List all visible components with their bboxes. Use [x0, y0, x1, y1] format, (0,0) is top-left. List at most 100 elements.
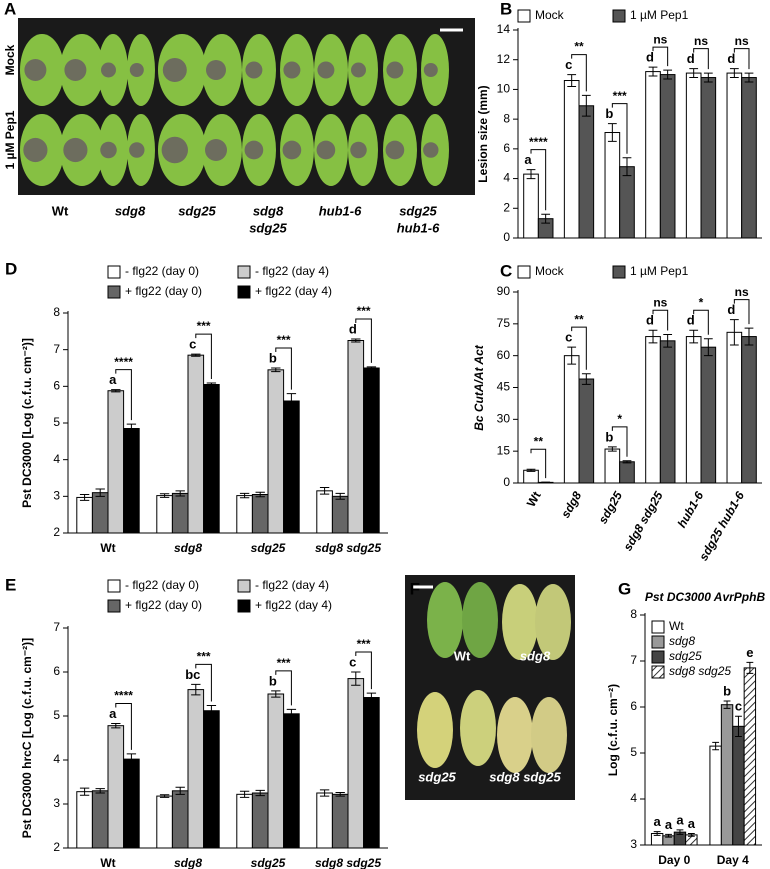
leaf: [460, 690, 496, 766]
significance-label: ***: [357, 637, 371, 651]
error-bar: [126, 753, 137, 765]
significance-label: ****: [114, 355, 133, 369]
bar: [709, 745, 722, 846]
error-bar: [255, 789, 265, 797]
error-bar: [351, 338, 361, 343]
bar: [171, 790, 189, 849]
letter-label: c: [189, 337, 196, 352]
panel-label: B: [500, 0, 512, 18]
row-label: Mock: [3, 44, 17, 75]
significance-bracket: [530, 448, 547, 479]
photo-label: sdg8: [520, 648, 551, 663]
error-bar: [729, 68, 739, 79]
bar: [685, 336, 702, 484]
error-bar: [255, 491, 265, 498]
legend-swatch: [517, 265, 531, 279]
significance-bracket: [571, 326, 587, 370]
y-tick-label: 60: [497, 348, 511, 362]
y-tick-label: 7: [53, 342, 60, 356]
y-tick-label: 7: [630, 653, 637, 667]
error-bar: [703, 338, 713, 357]
error-bar: [159, 794, 170, 798]
y-tick-label: 90: [497, 284, 511, 298]
error-bar: [744, 72, 754, 83]
y-tick-label: 10: [497, 82, 511, 96]
bar: [76, 496, 93, 534]
y-tick-label: 8: [53, 305, 60, 319]
lesion: [283, 61, 301, 79]
significance-bracket: [733, 299, 750, 325]
y-tick-label: 4: [630, 791, 637, 805]
panel-label: A: [4, 0, 16, 18]
legend-swatch: [651, 665, 665, 679]
legend-label: Mock: [535, 264, 565, 278]
significance-label: **: [534, 434, 544, 448]
letter-label: d: [646, 50, 654, 65]
significance-bracket: [115, 702, 132, 750]
error-bar: [239, 790, 250, 798]
error-bar: [653, 831, 661, 836]
y-tick-label: 6: [630, 699, 637, 713]
legend-label: + flg22 (day 4): [255, 598, 332, 612]
x-tick-label: sdg8: [174, 541, 202, 555]
lesion: [350, 141, 367, 159]
column-label: hub1-6: [319, 203, 362, 218]
lesion: [129, 142, 145, 158]
legend-label: + flg22 (day 0): [125, 598, 202, 612]
x-tick-label: Day 4: [717, 853, 749, 867]
y-tick-label: 12: [497, 52, 511, 66]
leaf: [535, 584, 571, 660]
bar: [659, 74, 676, 239]
bar: [732, 725, 745, 846]
y-tick-label: 4: [53, 452, 60, 466]
legend-swatch: [237, 265, 251, 279]
error-bar: [687, 833, 695, 837]
legend-label: sdg25: [669, 649, 702, 663]
lesion: [162, 58, 187, 82]
significance-bracket: [275, 670, 292, 706]
y-tick-label: 8: [630, 607, 637, 621]
lesion: [316, 140, 336, 160]
lesion: [385, 140, 405, 160]
error-bar: [744, 327, 754, 346]
x-tick-label: hub1-6: [675, 489, 707, 530]
bar: [203, 384, 220, 534]
error-bar: [111, 722, 121, 729]
bar: [720, 704, 734, 846]
significance-bracket: [530, 149, 547, 211]
significance-label: ****: [529, 135, 548, 149]
legend-swatch: [107, 599, 121, 613]
column-label: sdg8: [115, 203, 146, 218]
legend-swatch: [651, 650, 665, 664]
error-bar: [271, 367, 281, 373]
bar: [251, 494, 269, 534]
letter-label: e: [746, 645, 753, 660]
error-bar: [567, 74, 577, 87]
leaf: [502, 584, 538, 660]
error-bar: [335, 492, 345, 500]
error-bar: [126, 423, 137, 434]
bar: [604, 448, 621, 484]
significance-bracket: [195, 333, 212, 380]
legend-label: sdg8 sdg25: [669, 664, 731, 678]
error-bar: [239, 492, 250, 499]
y-axis-label: Bc CutA/At Act: [472, 344, 486, 431]
x-tick-label: sdg8 sdg25: [315, 541, 381, 555]
significance-bracket: [355, 318, 372, 363]
bar: [726, 72, 743, 239]
lesion: [244, 140, 264, 160]
letter-label: d: [727, 51, 735, 66]
photo-label: Wt: [454, 648, 471, 663]
significance-bracket: [693, 309, 709, 335]
error-bar: [712, 741, 720, 751]
error-bar: [286, 708, 297, 719]
x-tick-label: sdg8: [558, 489, 584, 521]
y-tick-label: 6: [503, 141, 510, 155]
bar: [578, 105, 595, 239]
bar: [363, 697, 380, 849]
bar: [347, 340, 365, 534]
y-tick-label: 8: [503, 111, 510, 125]
y-tick-label: 2: [53, 525, 60, 539]
significance-label: ****: [114, 689, 133, 703]
legend-label: - flg22 (day 4): [255, 264, 329, 278]
